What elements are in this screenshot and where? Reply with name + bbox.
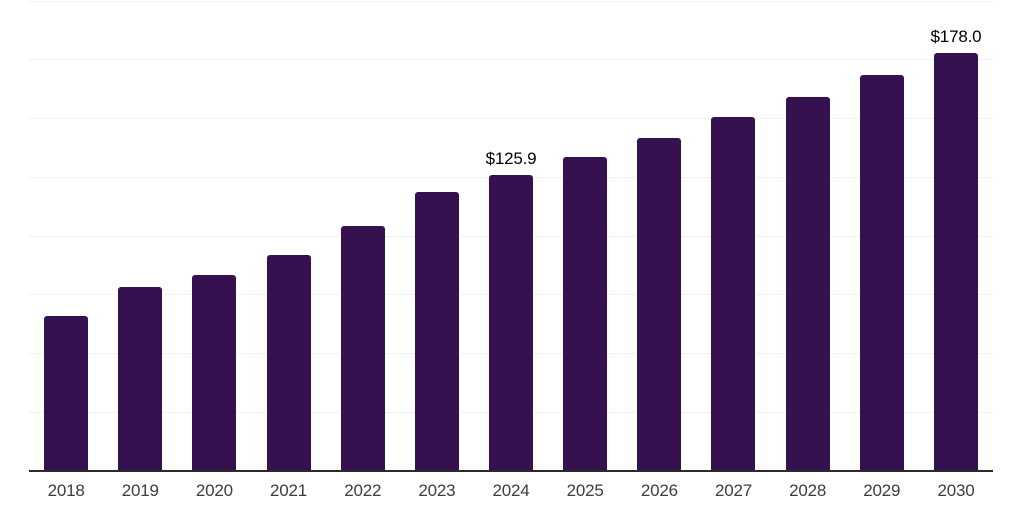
x-tick-label-2030: 2030 bbox=[937, 481, 975, 500]
bar-2025 bbox=[563, 156, 608, 471]
bar-2030 bbox=[933, 52, 978, 471]
bar-2028 bbox=[785, 96, 830, 471]
bar-band-2021 bbox=[251, 1, 325, 471]
bar-2023 bbox=[414, 191, 459, 471]
bar-band-2027 bbox=[696, 1, 770, 471]
gridline-y-200 bbox=[29, 0, 993, 2]
bar-band-2030: $178.0 bbox=[919, 1, 993, 471]
x-tick-label-2018: 2018 bbox=[47, 481, 85, 500]
x-tick-label-2025: 2025 bbox=[566, 481, 604, 500]
bar-band-2028 bbox=[771, 1, 845, 471]
x-tick-label-2023: 2023 bbox=[418, 481, 456, 500]
bar-2027 bbox=[711, 116, 756, 471]
x-tick-label-2026: 2026 bbox=[640, 481, 678, 500]
bar-2021 bbox=[266, 254, 311, 471]
x-tick-label-2022: 2022 bbox=[344, 481, 382, 500]
bar-band-2025 bbox=[548, 1, 622, 471]
bar-2024 bbox=[489, 175, 534, 471]
bar-band-2020 bbox=[177, 1, 251, 471]
bar-2026 bbox=[637, 137, 682, 471]
bar-band-2018 bbox=[29, 1, 103, 471]
plot-area: $125.9 $178.0 bbox=[29, 0, 993, 472]
x-axis-tick-labels: 2018 2019 2020 2021 2022 2023 2024 2025 2026 2027… bbox=[29, 481, 993, 501]
bar-value-label-2030: $178.0 bbox=[930, 26, 982, 46]
x-tick-label-2029: 2029 bbox=[863, 481, 901, 500]
x-tick-label-2024: 2024 bbox=[492, 481, 530, 500]
x-tick-label-2028: 2028 bbox=[789, 481, 827, 500]
bar-band-2023 bbox=[400, 1, 474, 471]
x-tick-label-2020: 2020 bbox=[195, 481, 233, 500]
bar-series: $125.9 $178.0 bbox=[29, 1, 993, 471]
x-tick-label-2021: 2021 bbox=[270, 481, 308, 500]
bar-2029 bbox=[859, 74, 904, 471]
bar-2020 bbox=[192, 275, 237, 471]
bar-2018 bbox=[44, 315, 89, 471]
bar-band-2022 bbox=[326, 1, 400, 471]
bar-value-label-2024: $125.9 bbox=[485, 149, 537, 169]
bar-2022 bbox=[340, 225, 385, 471]
bar-band-2026 bbox=[622, 1, 696, 471]
bar-band-2024: $125.9 bbox=[474, 1, 548, 471]
bar-band-2029 bbox=[845, 1, 919, 471]
bar-2019 bbox=[118, 287, 163, 471]
x-tick-label-2027: 2027 bbox=[714, 481, 752, 500]
gridline-y-175 bbox=[29, 59, 993, 61]
gridline-y-150 bbox=[29, 118, 993, 119]
x-tick-label-2019: 2019 bbox=[121, 481, 159, 500]
bar-band-2019 bbox=[103, 1, 177, 471]
x-axis-line bbox=[29, 470, 993, 472]
